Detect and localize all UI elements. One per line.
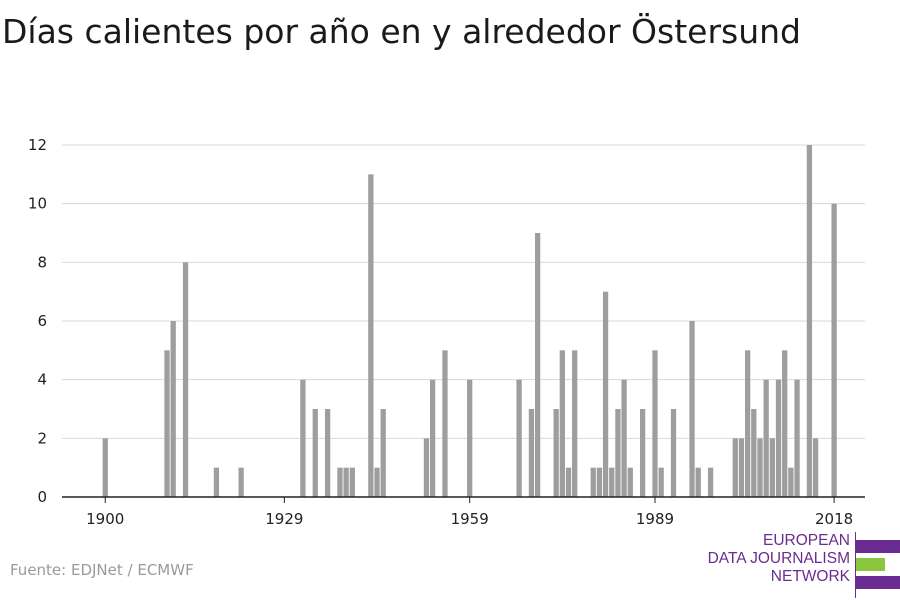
bar-2003 <box>738 438 745 497</box>
bar-1940 <box>349 467 355 497</box>
bar-2009 <box>775 379 782 497</box>
y-tick-label: 10 <box>28 195 47 213</box>
logo-bar-green <box>856 558 885 571</box>
x-tick-label: 1989 <box>636 510 674 528</box>
source-note: Fuente: EDJNet / ECMWF <box>10 561 194 579</box>
bar-1918 <box>213 467 220 497</box>
bar-1959 <box>467 379 473 497</box>
bar-1952 <box>423 438 430 497</box>
bar-1995 <box>689 321 695 497</box>
y-tick-label: 12 <box>28 136 47 154</box>
bar-1982 <box>609 467 615 497</box>
edjnet-logo[interactable]: EUROPEAN DATA JOURNALISM NETWORK <box>708 532 900 598</box>
y-tick-label: 0 <box>37 488 47 506</box>
bar-1974 <box>559 350 565 497</box>
bar-1990 <box>658 467 664 497</box>
y-tick-label: 4 <box>37 371 47 389</box>
x-tick-label: 1929 <box>265 510 303 528</box>
bar-2005 <box>751 409 757 497</box>
logo-bar-purple-top <box>856 540 900 553</box>
bar-1938 <box>337 467 343 497</box>
logo-line-1: EUROPEAN <box>763 532 850 549</box>
bar-1979 <box>590 467 596 497</box>
bar-1973 <box>553 409 559 497</box>
gridlines <box>62 144 865 439</box>
x-tick-label: 2018 <box>815 510 853 528</box>
bar-1939 <box>343 467 349 497</box>
logo-line-2: DATA JOURNALISM <box>707 550 850 567</box>
bar-2015 <box>812 438 819 497</box>
bar-1955 <box>442 350 448 497</box>
bar-2004 <box>745 350 751 497</box>
bar-1934 <box>312 409 318 497</box>
bar-2012 <box>794 379 800 497</box>
bars <box>102 145 837 498</box>
bar-1932 <box>300 379 306 497</box>
bar-2002 <box>732 438 738 497</box>
bar-1975 <box>565 467 572 497</box>
x-tick-label: 1900 <box>86 510 124 528</box>
y-tick-label: 6 <box>37 312 47 330</box>
bar-1998 <box>707 467 714 497</box>
y-tick-label: 2 <box>37 429 47 447</box>
bar-1987 <box>639 409 646 497</box>
bar-1910 <box>164 350 170 497</box>
bar-1943 <box>368 174 374 498</box>
logo-wordmark: EUROPEAN DATA JOURNALISM NETWORK <box>708 532 850 586</box>
bar-1984 <box>621 379 627 497</box>
logo-divider <box>855 532 856 598</box>
bar-1900 <box>102 438 108 497</box>
bar-1976 <box>572 350 578 497</box>
bar-1970 <box>534 233 541 497</box>
bar-1996 <box>695 467 701 497</box>
bar-1985 <box>627 467 633 497</box>
y-tick-label: 8 <box>37 253 47 271</box>
axes: 0 2 4 6 8 10 12 1900 1929 1959 1989 2018 <box>28 136 865 528</box>
bar-1945 <box>380 409 386 497</box>
bar-1967 <box>516 379 522 497</box>
x-tick-label: 1959 <box>451 510 489 528</box>
bar-2006 <box>757 438 763 497</box>
chart-title: Días calientes por año en y alrededor Ös… <box>2 12 801 51</box>
bar-1969 <box>528 409 535 497</box>
bar-1992 <box>670 409 677 497</box>
bar-1980 <box>596 467 603 497</box>
bar-2014 <box>806 145 813 497</box>
bar-2010 <box>782 350 788 497</box>
bar-2011 <box>788 467 794 497</box>
bar-1936 <box>324 409 331 497</box>
bar-2007 <box>763 379 769 497</box>
bar-2008 <box>769 438 775 497</box>
bar-1922 <box>238 467 244 497</box>
bar-1911 <box>170 321 176 497</box>
logo-line-3: NETWORK <box>770 568 850 585</box>
logo-bar-purple-bottom <box>856 576 900 589</box>
bar-1989 <box>652 350 658 497</box>
bar-1944 <box>374 467 380 497</box>
bar-1983 <box>615 409 621 497</box>
bar-1913 <box>182 262 189 497</box>
bar-2018 <box>831 203 837 497</box>
bar-1981 <box>602 291 609 497</box>
bar-1953 <box>429 379 436 497</box>
